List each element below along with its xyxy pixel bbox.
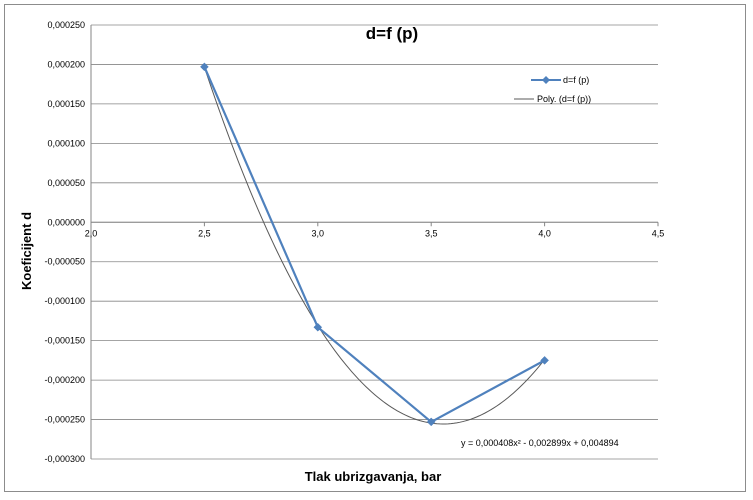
y-tick-label: 0,000200	[47, 59, 85, 69]
legend-marker-series	[542, 76, 550, 84]
x-tick-label: 2,5	[198, 228, 211, 238]
trendline-equation: y = 0,000408x² - 0,002899x + 0,004894	[461, 438, 619, 448]
x-tick-label: 2,0	[85, 228, 98, 238]
y-tick-label: 0,000250	[47, 20, 85, 30]
trendline-layer	[203, 67, 545, 425]
data-point-marker	[540, 356, 549, 365]
x-tick-label: 4,0	[538, 228, 551, 238]
y-tick-label: 0,000000	[47, 217, 85, 227]
series-line-d-f-p	[203, 66, 546, 424]
y-tick-label: 0,000050	[47, 178, 85, 188]
chart-frame: d=f (p) 0,000250 0,000200 0,000150 0,000100…	[4, 4, 746, 492]
legend-label-trendline: Poly. (d=f (p))	[537, 94, 591, 104]
chart-svg: d=f (p) 0,000250 0,000200 0,000150 0,000100…	[19, 20, 665, 484]
y-tick-label: -0,000300	[44, 454, 85, 464]
marker-layer	[200, 62, 549, 427]
data-point-marker	[200, 62, 209, 72]
data-point-marker	[426, 417, 436, 427]
legend: d=f (p) Poly. (d=f (p))	[514, 75, 591, 104]
x-tick-label: 3,0	[312, 228, 325, 238]
x-tick-labels: 2,0 2,5 3,0 3,5 4,0 4,5	[85, 228, 665, 238]
y-tick-label: -0,000150	[44, 336, 85, 346]
y-tick-label: 0,000150	[47, 99, 85, 109]
legend-label-series: d=f (p)	[563, 75, 589, 85]
axis-layer	[90, 25, 659, 459]
y-tick-label: -0,000200	[44, 375, 85, 385]
x-axis-title: Tlak ubrizgavanja, bar	[305, 469, 442, 484]
y-tick-labels: 0,000250 0,000200 0,000150 0,000100 0,000050…	[44, 20, 85, 464]
x-tick-label: 4,5	[652, 228, 665, 238]
y-axis-title: Koeficijent d	[19, 212, 34, 290]
series-layer	[203, 66, 546, 424]
y-tick-label: -0,000250	[44, 415, 85, 425]
y-tick-label: -0,000100	[44, 296, 85, 306]
x-tick-label: 3,5	[425, 228, 438, 238]
trendline-poly	[203, 67, 545, 425]
y-tick-label: 0,000100	[47, 138, 85, 148]
y-tick-label: -0,000050	[44, 257, 85, 267]
chart-title: d=f (p)	[366, 24, 418, 43]
data-point-marker	[313, 322, 323, 332]
